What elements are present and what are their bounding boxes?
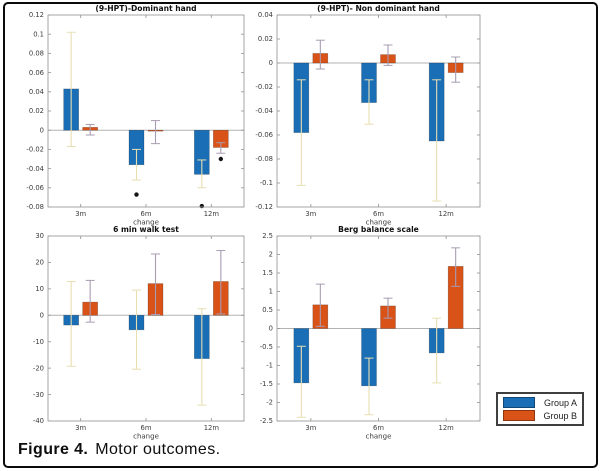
y-tick-label: 0.12 [29, 11, 44, 19]
x-tick-label: 6m [141, 210, 152, 218]
caption-label: Figure 4. [18, 441, 89, 458]
y-tick-label: -0.04 [255, 107, 273, 115]
y-tick-label: -0.06 [255, 131, 273, 139]
x-axis-label: change [366, 433, 392, 441]
legend-label-group-a: Group A [543, 397, 577, 408]
y-tick-label: 0.06 [29, 69, 44, 77]
errorbars-group-a [66, 31, 207, 189]
y-tick-label: -2.5 [260, 417, 273, 425]
legend: Group A Group B [496, 392, 584, 426]
chart-title: (9-HPT)-Dominant hand [95, 4, 196, 13]
y-tick-label: -0.08 [26, 203, 44, 211]
errorbars-group-a [66, 280, 207, 406]
x-tick-label: 6m [373, 210, 384, 218]
y-tick-label: -30 [33, 391, 44, 399]
x-axis-label: change [366, 219, 392, 227]
y-tick-label: -0.08 [255, 155, 273, 163]
errorbars-group-b [315, 247, 461, 327]
y-tick-label: 2.5 [262, 232, 273, 240]
group-a-swatch [503, 397, 535, 408]
y-tick-label: -0.02 [26, 146, 44, 154]
x-axis-label: change [133, 219, 159, 227]
errorbars-group-b [315, 39, 461, 83]
legend-item-group-a: Group A [503, 397, 577, 408]
chart-title: 6 min walk test [113, 225, 179, 234]
y-tick-label: -2 [266, 399, 273, 407]
chart-walk-test: 30 20 10 0 -10 -20 -30 -40 3m 6m 12m 6 min walk tes… [33, 225, 245, 441]
y-tick-label: 0 [40, 311, 44, 319]
y-tick-label: 10 [35, 285, 44, 293]
caption-text: Motor outcomes. [95, 441, 221, 458]
axes-box [47, 235, 245, 422]
y-tick-label: 1 [269, 288, 273, 296]
outlier-dot [199, 203, 205, 209]
y-tick-label: -1.5 [260, 380, 273, 388]
x-tick-label: 3m [305, 424, 316, 432]
y-tick-label: -40 [33, 417, 44, 425]
errorbars-group-a [296, 79, 442, 202]
errorbars-group-b [85, 120, 226, 154]
chart-berg-balance: 2.5 2 1.5 1 0.5 0 -0.5 -1 -1.5 -2 -2.5 3m 6m 12m Berg … [260, 225, 481, 441]
chart-title: (9-HPT)- Non dominant hand [317, 4, 440, 13]
y-tick-label: -0.1 [260, 179, 273, 187]
x-tick-label: 12m [439, 424, 455, 432]
y-tick-label: 0.04 [29, 88, 44, 96]
y-tick-label: 2 [269, 251, 273, 259]
x-tick-label: 6m [141, 424, 152, 432]
y-tick-label: -0.04 [26, 165, 44, 173]
y-tick-label: 30 [35, 232, 44, 240]
y-tick-label: -0.02 [255, 83, 273, 91]
x-tick-label: 12m [204, 424, 220, 432]
y-tick-label: 0.08 [29, 50, 44, 58]
errorbars-group-a [296, 317, 442, 418]
figure-caption: Figure 4. Motor outcomes. [18, 441, 220, 459]
y-tick-label: 0.04 [258, 11, 273, 19]
y-tick-label: -0.06 [26, 184, 44, 192]
legend-label-group-b: Group B [543, 410, 577, 421]
x-axis-label: change [133, 433, 159, 441]
group-b-swatch [503, 410, 535, 421]
y-tick-label: 0 [269, 325, 273, 333]
chart-hpt-nondominant: 0.04 0.02 0 -0.02 -0.04 -0.06 -0.08 -0.1 -0.12 3m… [255, 4, 481, 227]
y-tick-label: 20 [35, 259, 44, 267]
y-tick-label: -1 [266, 362, 273, 370]
x-tick-label: 3m [305, 210, 316, 218]
y-tick-label: 0.02 [258, 35, 273, 43]
chart-hpt-dominant: 0.12 0.1 0.08 0.06 0.04 0.02 0 -0.02 -0.04 -0.06 -… [26, 4, 245, 227]
y-tick-label: 0.02 [29, 107, 44, 115]
x-tick-label: 3m [75, 210, 86, 218]
chart-title: Berg balance scale [338, 225, 419, 234]
y-tick-label: -10 [33, 338, 44, 346]
x-tick-label: 3m [75, 424, 86, 432]
y-tick-label: -0.12 [255, 203, 273, 211]
y-tick-label: -20 [33, 364, 44, 372]
y-tick-label: 0 [40, 126, 44, 134]
outlier-dot [218, 156, 224, 162]
x-tick-label: 6m [373, 424, 384, 432]
y-tick-label: 1.5 [262, 269, 273, 277]
legend-item-group-b: Group B [503, 410, 577, 421]
y-tick-label: 0.5 [262, 306, 273, 314]
outlier-dot [134, 192, 139, 197]
x-tick-label: 12m [204, 210, 220, 218]
y-tick-label: -0.5 [260, 343, 273, 351]
y-tick-label: 0 [269, 59, 273, 67]
bars-group-b [312, 266, 464, 329]
x-tick-label: 12m [439, 210, 455, 218]
errorbars-group-b [85, 250, 226, 323]
y-tick-label: 0.1 [33, 30, 44, 38]
